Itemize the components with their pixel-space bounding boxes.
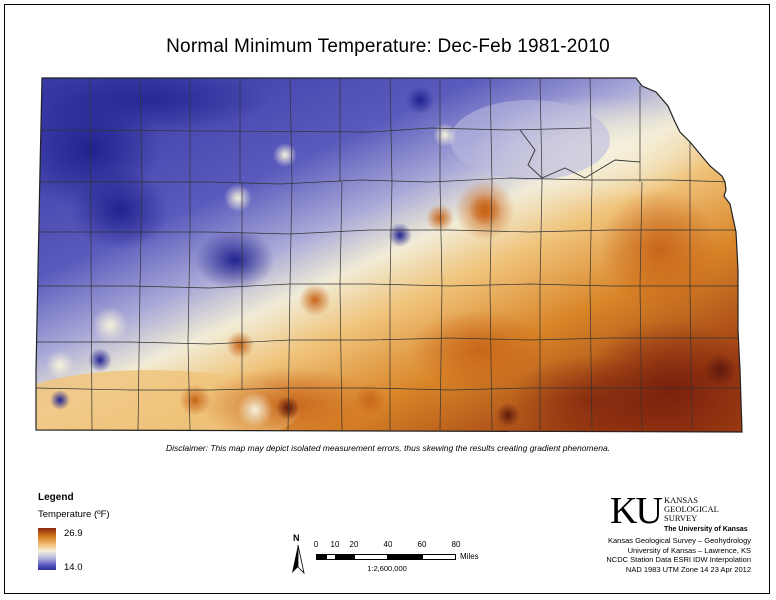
scale-segment bbox=[388, 554, 422, 560]
scale-segment bbox=[354, 554, 388, 560]
credit-line: University of Kansas – Lawrence, KS bbox=[627, 545, 751, 555]
ku-mark: KU bbox=[610, 490, 663, 532]
legend-max-label: 26.9 bbox=[64, 528, 83, 539]
county-boundaries bbox=[36, 78, 740, 431]
credit-line: Kansas Geological Survey – Geohydrology bbox=[608, 536, 751, 545]
scale-tick: 40 bbox=[383, 540, 393, 549]
legend-title: Legend bbox=[38, 492, 74, 503]
kgs-name-line: GEOLOGICAL bbox=[664, 504, 719, 514]
kgs-name: KANSAS GEOLOGICAL SURVEY bbox=[664, 496, 744, 523]
scale-ratio: 1:2,600,000 bbox=[367, 564, 407, 573]
legend-color-ramp bbox=[38, 528, 56, 570]
credit-line: NCDC Station Data ESRI IDW Interpolation bbox=[606, 555, 751, 564]
map-title: Normal Minimum Temperature: Dec-Feb 1981… bbox=[166, 36, 610, 57]
scale-bar: 0 10 20 40 60 80 Miles 1:2,600,000 bbox=[312, 540, 512, 580]
scale-tick: 20 bbox=[349, 540, 359, 549]
state-boundary bbox=[35, 77, 743, 433]
scale-segment bbox=[336, 554, 354, 560]
kgs-logo: KU KANSAS GEOLOGICAL SURVEY The Universi… bbox=[610, 492, 750, 542]
scale-tick: 80 bbox=[451, 540, 461, 549]
kansas-temperature-surface bbox=[35, 77, 743, 433]
scale-tick: 60 bbox=[417, 540, 427, 549]
kgs-name-line: SURVEY bbox=[664, 513, 698, 523]
scale-segment bbox=[422, 554, 456, 560]
credits-block: Kansas Geological Survey – Geohydrology … bbox=[555, 536, 751, 574]
disclaimer-text: Disclaimer: This map may depict isolated… bbox=[165, 443, 611, 453]
university-name: The University of Kansas bbox=[664, 526, 748, 533]
scale-segment bbox=[316, 554, 326, 560]
scale-tick: 10 bbox=[330, 540, 340, 549]
kansas-map bbox=[30, 70, 750, 440]
scale-units: Miles bbox=[460, 552, 479, 561]
map-frame bbox=[4, 4, 770, 594]
credit-line: NAD 1983 UTM Zone 14 23 Apr 2012 bbox=[625, 564, 751, 574]
legend-field-label: Temperature (ºF) bbox=[38, 509, 110, 520]
north-arrow-icon bbox=[292, 544, 305, 575]
north-arrow-label: N bbox=[293, 533, 300, 543]
legend-min-label: 14.0 bbox=[64, 562, 83, 573]
scale-tick: 0 bbox=[313, 540, 319, 549]
kgs-name-line: KANSAS bbox=[664, 495, 699, 505]
scale-segment bbox=[326, 554, 336, 560]
